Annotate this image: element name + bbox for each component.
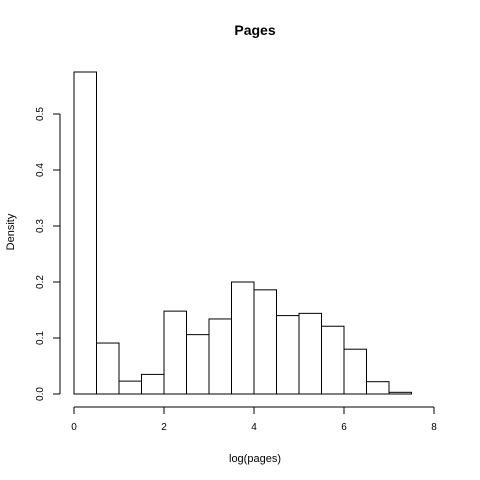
histogram-bar [298,312,322,395]
x-tick-label: 8 [431,422,437,433]
histogram-bar [208,318,232,395]
y-tick-label: 0.1 [35,331,46,345]
histogram-bar [231,281,255,395]
x-tick-label: 2 [161,422,167,433]
histogram-bar [253,289,277,395]
x-tick-label: 0 [71,422,77,433]
histogram-bar [163,310,187,395]
x-tick-label: 4 [251,422,257,433]
y-tick-label: 0.4 [35,163,46,177]
y-axis-label: Density [5,213,17,250]
y-axis: 0.0 0.1 0.2 0.3 0.4 0.5 [35,107,61,401]
histogram-bar [321,325,345,395]
histogram-bar [343,348,367,395]
y-tick-label: 0.0 [35,387,46,401]
histogram-bar [96,342,120,395]
chart-title: Pages [234,22,275,38]
y-tick-label: 0.2 [35,275,46,289]
histogram-bar [388,391,412,395]
y-tick-label: 0.3 [35,219,46,233]
histogram-bar [276,315,300,395]
histogram-bar [73,71,97,395]
x-tick-label: 6 [341,422,347,433]
bars-group [73,71,412,395]
histogram-bar [366,381,390,395]
y-tick-label: 0.5 [35,107,46,121]
histogram-bar [118,380,142,395]
x-axis: 0 2 4 6 8 [71,406,437,433]
histogram-bar [186,334,210,395]
histogram-bar [141,373,165,395]
x-axis-label: log(pages) [229,453,281,465]
